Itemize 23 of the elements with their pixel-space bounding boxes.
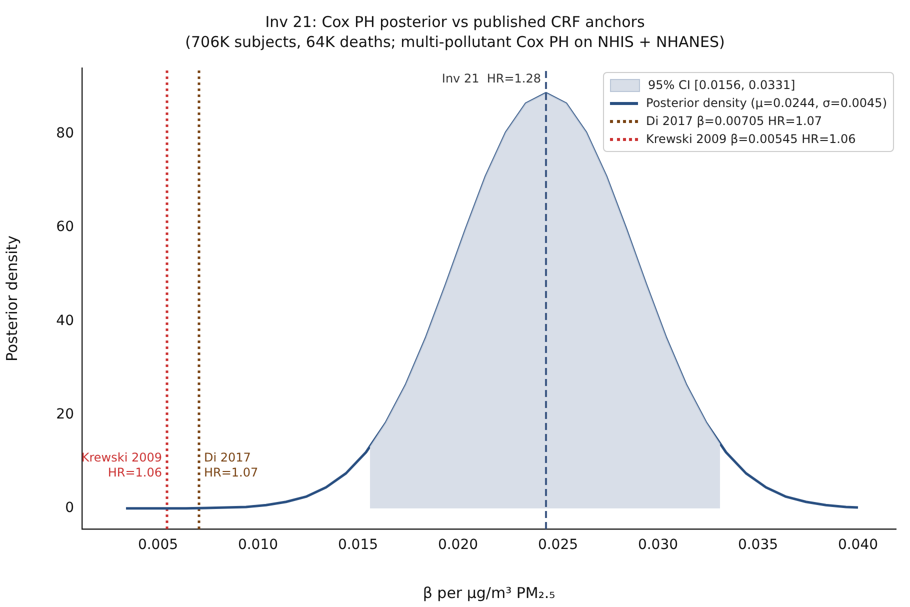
y-tick-label: 40 (56, 312, 74, 329)
x-tick-label: 0.010 (238, 537, 278, 554)
legend-label: Di 2017 β=0.00705 HR=1.07 (646, 114, 822, 128)
y-tick-label: 80 (56, 126, 74, 142)
y-axis-title: Posterior density (2, 235, 21, 362)
x-tick-label: 0.005 (138, 537, 178, 554)
x-tick-label: 0.035 (738, 537, 778, 554)
annotation: Inv 21 HR=1.28 (442, 72, 541, 86)
legend-label: Posterior density (μ=0.0244, σ=0.0045) (646, 96, 887, 110)
annotation: Di 2017 HR=1.07 (204, 450, 258, 480)
y-tick-label: 0 (65, 500, 74, 516)
chart-title: Inv 21: Cox PH posterior vs published CRF anchors (706K subjects, 64K deaths; multi-pollutant Cox PH on NHIS + NHANES) (185, 13, 725, 51)
x-tick-label: 0.015 (338, 537, 378, 554)
annotation: Krewski 2009 HR=1.06 (81, 450, 162, 480)
x-tick-label: 0.040 (838, 537, 878, 554)
x-tick-label: 0.020 (438, 537, 478, 554)
x-tick-label: 0.030 (638, 537, 678, 554)
y-tick-label: 20 (56, 406, 74, 422)
x-tick-label: 0.025 (538, 537, 578, 554)
legend-label: 95% CI [0.0156, 0.0331] (648, 78, 796, 92)
y-tick-label: 60 (56, 219, 74, 236)
x-axis-title: β per µg/m³ PM₂.₅ (422, 584, 556, 602)
legend-label: Krewski 2009 β=0.00545 HR=1.06 (646, 132, 856, 146)
